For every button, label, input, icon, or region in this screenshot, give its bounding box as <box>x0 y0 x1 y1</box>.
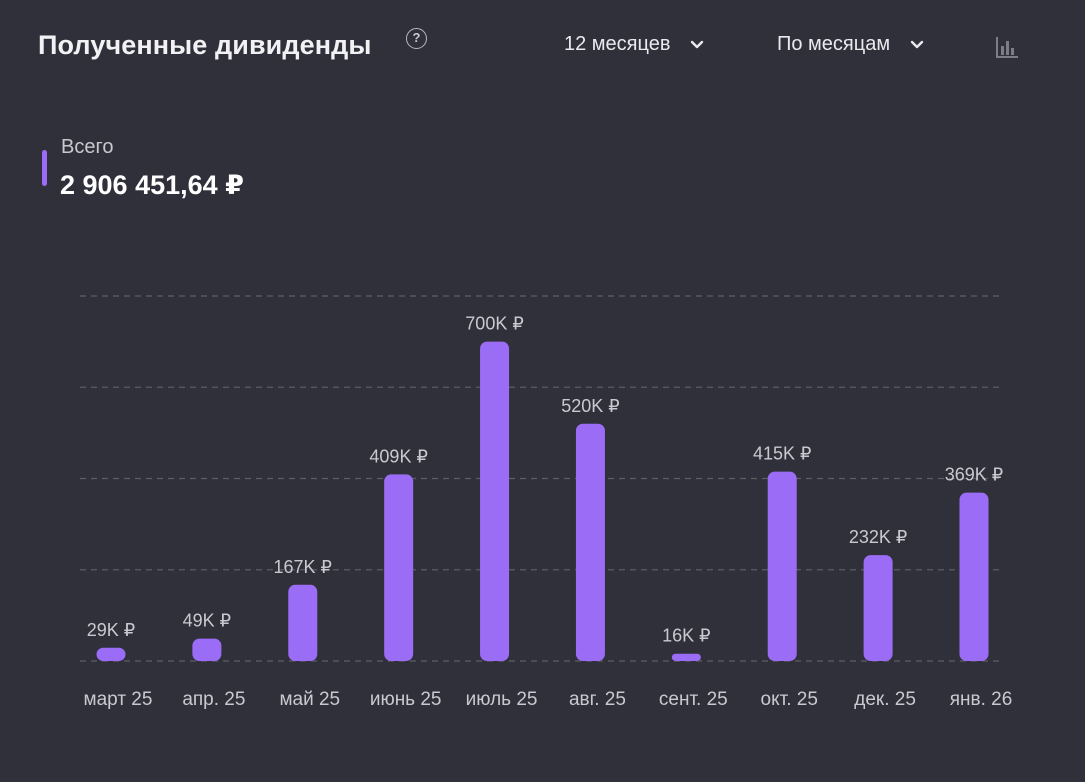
bar[interactable] <box>863 555 893 661</box>
grouping-select-label: По месяцам <box>777 33 891 55</box>
bar-value-label: 520K ₽ <box>561 396 620 416</box>
bar[interactable] <box>192 638 222 661</box>
bar-value-label: 16K ₽ <box>662 626 710 646</box>
legend-color-marker <box>42 150 47 186</box>
bar-value-label: 29K ₽ <box>87 620 135 640</box>
x-tick-label: авг. 25 <box>569 689 626 710</box>
bar[interactable] <box>767 471 797 661</box>
bar-value-label: 49K ₽ <box>183 611 231 631</box>
bar[interactable] <box>96 647 126 661</box>
grouping-select[interactable]: По месяцам <box>777 33 924 56</box>
x-tick-label: июнь 25 <box>370 689 442 710</box>
bar-value-label: 369K ₽ <box>945 465 1004 485</box>
x-tick-label: май 25 <box>279 689 340 710</box>
bar-value-label: 232K ₽ <box>849 527 908 547</box>
x-tick-label: апр. 25 <box>182 689 245 710</box>
total-value: 2 906 451,64 ₽ <box>60 170 244 200</box>
bar-chart-icon[interactable] <box>994 34 1020 60</box>
x-tick-label: сент. 25 <box>659 689 728 710</box>
bar-value-label: 700K ₽ <box>465 314 524 334</box>
period-select-label: 12 месяцев <box>564 33 671 55</box>
period-select[interactable]: 12 месяцев <box>564 33 704 56</box>
question-circle-icon[interactable]: ? <box>406 28 427 49</box>
x-tick-label: окт. 25 <box>761 689 818 710</box>
bar[interactable] <box>480 341 510 661</box>
bar-value-label: 409K ₽ <box>369 446 428 466</box>
bar[interactable] <box>959 492 989 661</box>
x-tick-label: июль 25 <box>466 689 538 710</box>
bar-value-label: 415K ₽ <box>753 444 812 464</box>
legend-label: Всего <box>61 136 114 158</box>
bar[interactable] <box>288 584 318 661</box>
x-tick-label: янв. 26 <box>950 689 1013 710</box>
x-tick-label: март 25 <box>84 689 153 710</box>
x-tick-label: дек. 25 <box>854 689 916 710</box>
page-title: Полученные дивиденды <box>38 30 372 60</box>
chevron-down-icon <box>691 40 704 48</box>
chevron-down-icon <box>910 40 924 48</box>
bar[interactable] <box>575 423 605 661</box>
bar[interactable] <box>384 474 414 661</box>
gridlines <box>80 295 1000 662</box>
bar[interactable] <box>671 653 701 661</box>
bar-value-label: 167K ₽ <box>274 557 333 577</box>
